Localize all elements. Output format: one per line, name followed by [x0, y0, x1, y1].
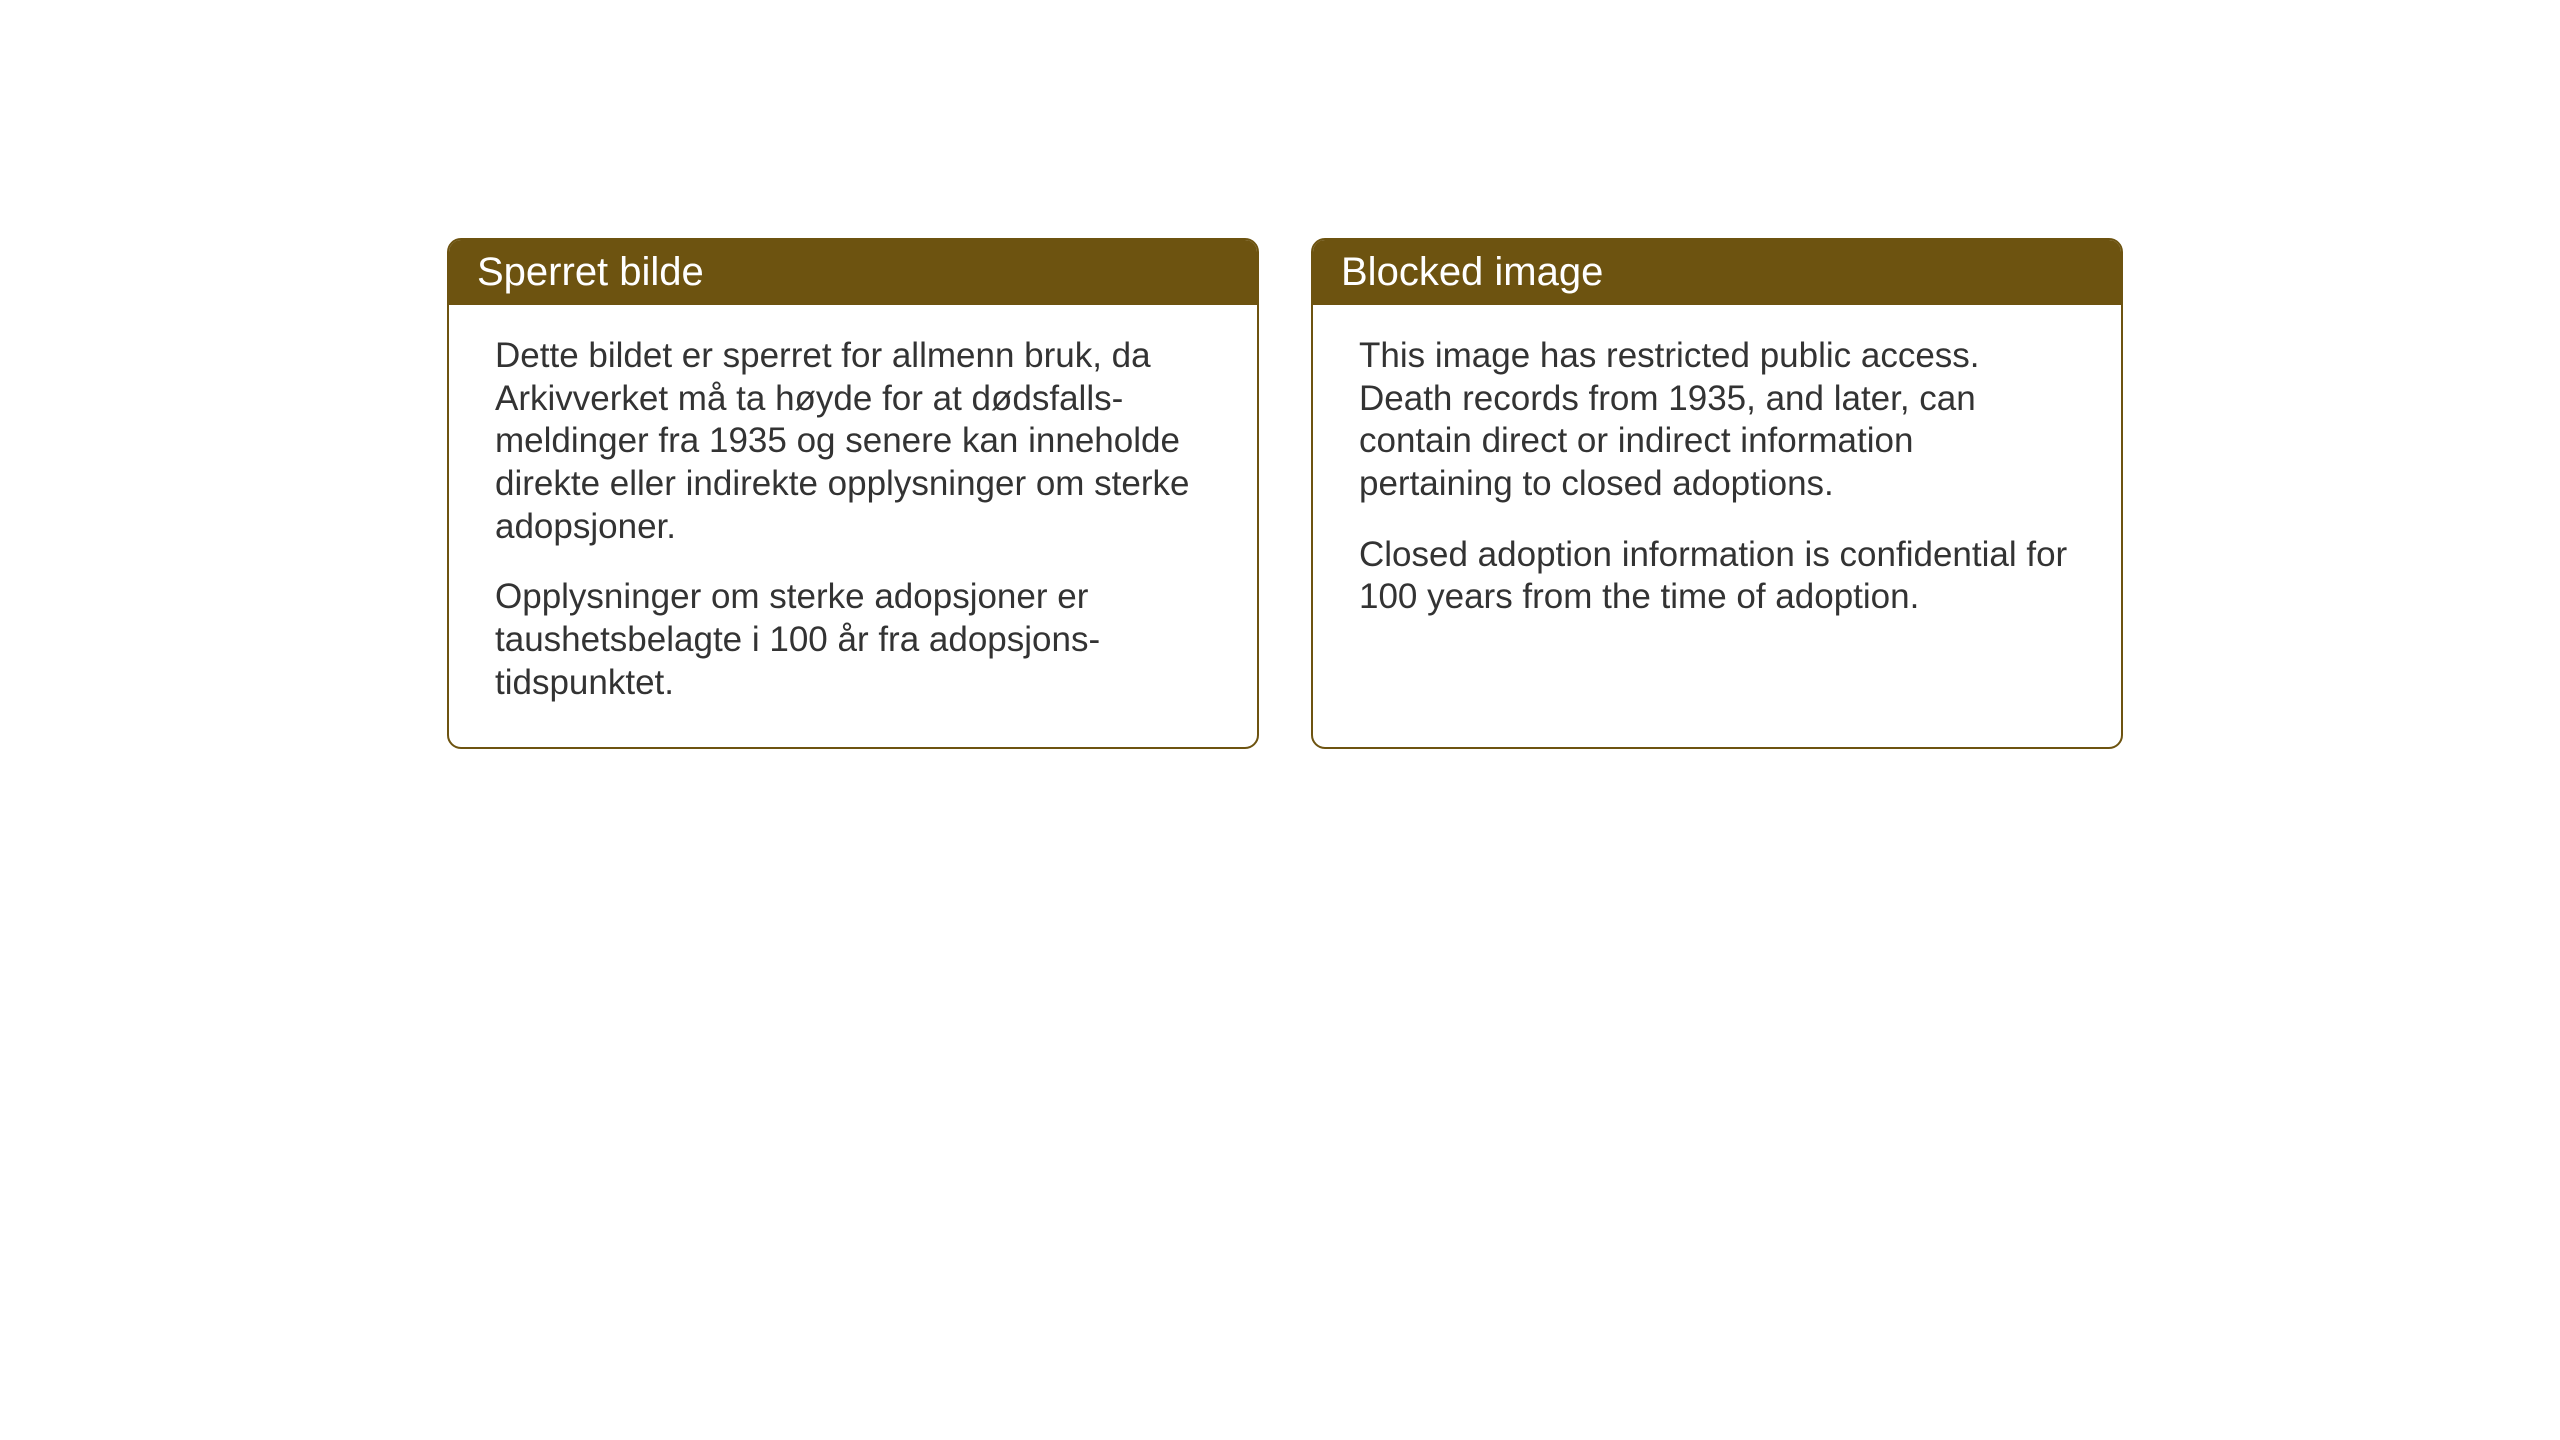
card-header: Sperret bilde — [449, 240, 1257, 305]
card-paragraph-1: This image has restricted public access.… — [1359, 335, 2075, 506]
card-paragraph-1: Dette bildet er sperret for allmenn bruk… — [495, 335, 1211, 548]
cards-container: Sperret bilde Dette bildet er sperret fo… — [447, 238, 2123, 749]
card-norwegian: Sperret bilde Dette bildet er sperret fo… — [447, 238, 1259, 749]
card-title: Sperret bilde — [477, 250, 704, 294]
card-paragraph-2: Opplysninger om sterke adopsjoner er tau… — [495, 576, 1211, 704]
card-body: Dette bildet er sperret for allmenn bruk… — [449, 305, 1257, 747]
card-body: This image has restricted public access.… — [1313, 305, 2121, 661]
card-header: Blocked image — [1313, 240, 2121, 305]
card-english: Blocked image This image has restricted … — [1311, 238, 2123, 749]
card-title: Blocked image — [1341, 250, 1603, 294]
card-paragraph-2: Closed adoption information is confident… — [1359, 534, 2075, 619]
